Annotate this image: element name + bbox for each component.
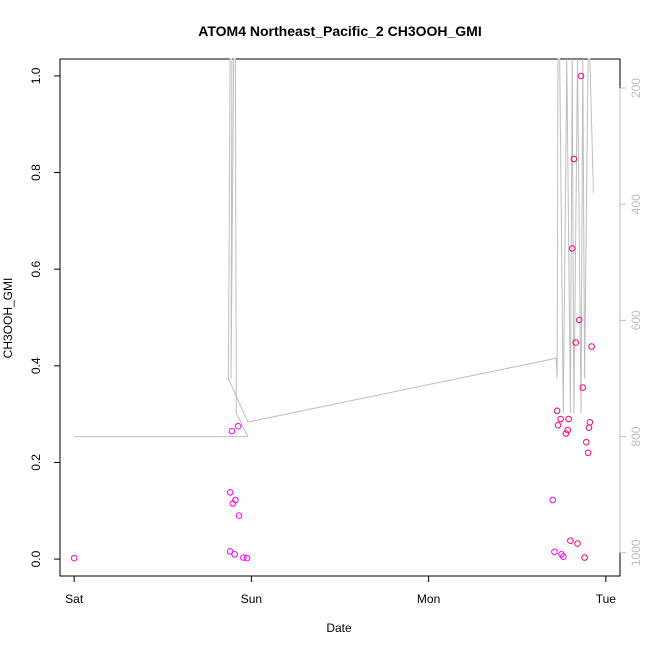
- data-point: [228, 427, 236, 435]
- data-point: [564, 426, 572, 434]
- data-point: [577, 72, 585, 80]
- y2-tick-label: 1000: [629, 539, 643, 566]
- y-tick-label: 0.4: [29, 357, 43, 374]
- x-tick-label: Sat: [65, 592, 84, 606]
- data-point: [584, 449, 592, 457]
- y2-tick-label: 400: [629, 194, 643, 214]
- data-points-layer: [70, 72, 595, 562]
- y-axis: 0.0 0.2 0.4 0.6 0.8 1.0: [29, 67, 61, 567]
- pressure-line-layer: [74, 58, 594, 438]
- data-point: [581, 554, 588, 561]
- data-point: [588, 343, 595, 350]
- data-point: [235, 512, 243, 519]
- x-tick-label: Sun: [241, 592, 262, 606]
- y-tick-label: 0.8: [29, 164, 43, 181]
- data-point: [240, 554, 247, 561]
- x-tick-label: Tue: [596, 592, 617, 606]
- data-point: [572, 339, 580, 346]
- data-point: [568, 245, 576, 252]
- y-tick-label: 1.0: [29, 67, 43, 84]
- data-point: [585, 424, 593, 432]
- data-point: [557, 415, 564, 423]
- data-point: [579, 384, 587, 391]
- data-point: [554, 421, 562, 429]
- data-point: [575, 316, 583, 324]
- x-tick-label: Mon: [417, 592, 440, 606]
- data-point: [565, 415, 572, 423]
- y-axis-label: CH3OOH_GMI: [1, 278, 15, 359]
- data-point: [234, 422, 242, 430]
- data-point: [562, 430, 570, 437]
- y-tick-label: 0.2: [29, 454, 43, 471]
- plot-frame: [59, 58, 621, 577]
- data-point: [586, 419, 594, 426]
- data-point: [583, 438, 590, 446]
- data-point: [243, 554, 251, 562]
- y2-tick-label: 200: [629, 78, 643, 98]
- data-point: [231, 551, 238, 558]
- x-axis-label: Date: [326, 621, 352, 635]
- x-axis: Sat Sun Mon Tue: [65, 575, 617, 606]
- y2-axis: 200 400 600 800 1000: [619, 78, 643, 566]
- data-point: [70, 554, 78, 562]
- y2-tick-label: 800: [629, 426, 643, 446]
- data-point: [567, 537, 574, 545]
- chart-title: ATOM4 Northeast_Pacific_2 CH3OOH_GMI: [198, 23, 481, 39]
- data-point: [232, 496, 239, 504]
- data-point: [570, 155, 578, 163]
- data-point: [574, 540, 581, 547]
- y-tick-label: 0.0: [29, 550, 43, 567]
- data-point: [560, 553, 567, 561]
- y-tick-label: 0.6: [29, 261, 43, 278]
- data-point: [553, 407, 561, 415]
- data-point: [549, 496, 557, 504]
- pressure-line: [74, 58, 594, 438]
- data-point: [226, 548, 234, 555]
- y2-tick-label: 600: [629, 310, 643, 330]
- data-point: [226, 489, 234, 496]
- data-point: [551, 548, 558, 556]
